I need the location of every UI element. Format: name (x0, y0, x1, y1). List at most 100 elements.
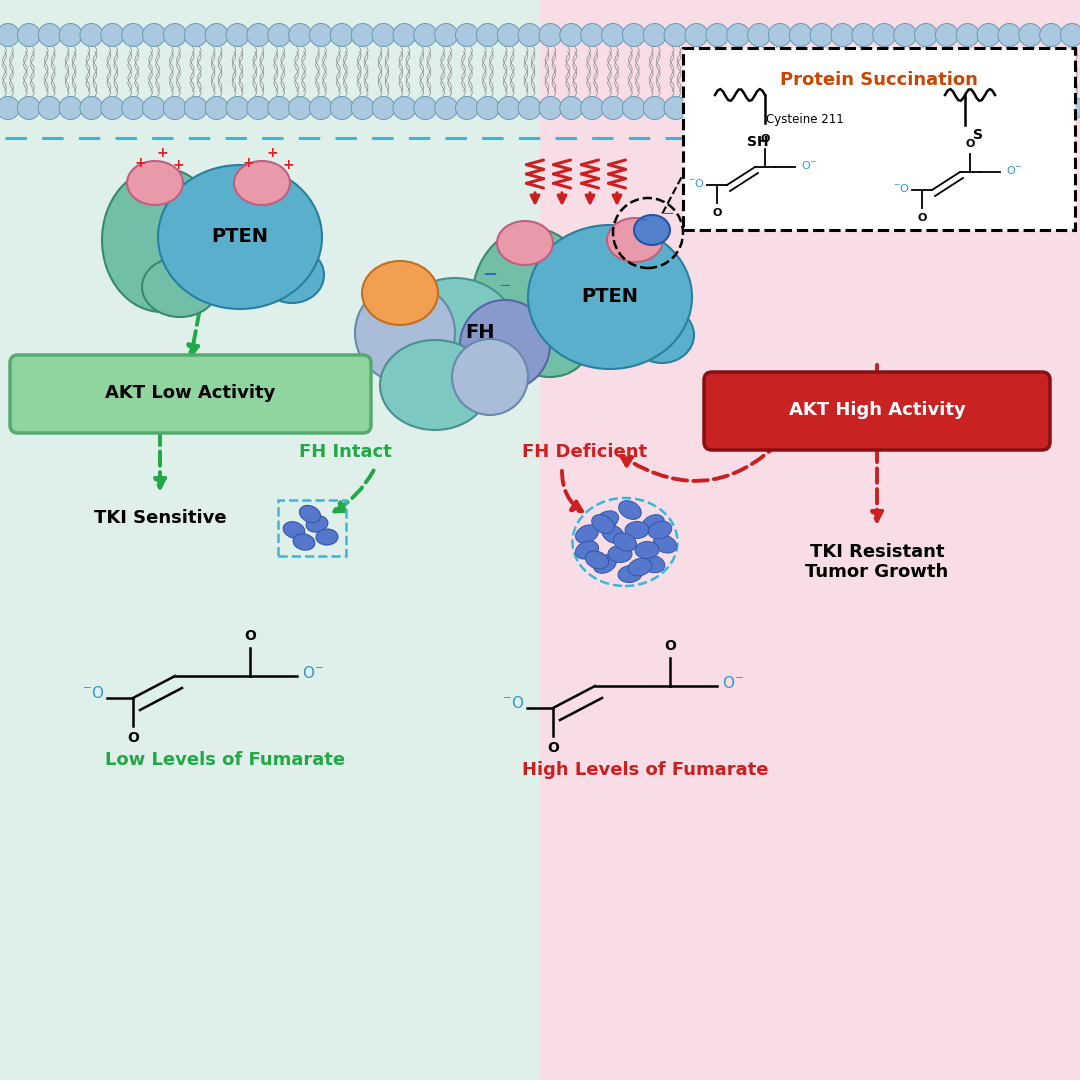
Circle shape (935, 24, 958, 46)
Text: O: O (966, 139, 974, 149)
Circle shape (559, 24, 583, 46)
Text: O$^{-}$: O$^{-}$ (1005, 164, 1023, 176)
Text: SH: SH (747, 135, 769, 149)
Bar (540, 0, 1080, 1080)
Circle shape (122, 24, 145, 46)
Circle shape (17, 24, 40, 46)
Circle shape (310, 96, 333, 120)
Circle shape (893, 24, 917, 46)
Circle shape (789, 96, 812, 120)
Circle shape (434, 24, 458, 46)
Circle shape (185, 96, 207, 120)
Ellipse shape (460, 300, 550, 390)
Circle shape (956, 96, 980, 120)
Circle shape (226, 96, 249, 120)
Circle shape (143, 24, 165, 46)
Circle shape (434, 96, 458, 120)
Ellipse shape (602, 525, 624, 543)
Circle shape (727, 24, 750, 46)
Circle shape (559, 96, 583, 120)
Circle shape (122, 96, 145, 120)
Circle shape (915, 24, 937, 46)
Ellipse shape (141, 257, 218, 318)
Ellipse shape (594, 555, 617, 573)
Circle shape (644, 96, 666, 120)
Circle shape (226, 24, 249, 46)
Ellipse shape (158, 165, 322, 309)
Circle shape (706, 96, 729, 120)
Text: +: + (134, 156, 146, 170)
Circle shape (414, 96, 436, 120)
Circle shape (497, 24, 521, 46)
Circle shape (1018, 96, 1042, 120)
Ellipse shape (453, 339, 528, 415)
Ellipse shape (576, 541, 598, 559)
Ellipse shape (260, 247, 324, 303)
Ellipse shape (585, 551, 609, 569)
Text: +: + (172, 158, 184, 172)
Circle shape (268, 24, 291, 46)
Ellipse shape (608, 545, 632, 563)
Text: +: + (242, 156, 254, 170)
Circle shape (581, 24, 604, 46)
Circle shape (769, 96, 792, 120)
Circle shape (622, 24, 646, 46)
Ellipse shape (630, 307, 694, 363)
Circle shape (476, 24, 499, 46)
Text: +: + (266, 146, 278, 160)
Text: S: S (973, 129, 983, 141)
Ellipse shape (642, 515, 664, 534)
Ellipse shape (642, 555, 665, 572)
Circle shape (268, 96, 291, 120)
Circle shape (664, 96, 687, 120)
Ellipse shape (102, 168, 222, 312)
Text: O$^{-}$: O$^{-}$ (302, 665, 324, 681)
Text: High Levels of Fumarate: High Levels of Fumarate (522, 761, 768, 779)
Text: −: − (483, 266, 498, 284)
Ellipse shape (607, 218, 663, 262)
Circle shape (893, 96, 917, 120)
Text: Protein Succination: Protein Succination (780, 71, 977, 89)
Circle shape (1040, 24, 1063, 46)
Circle shape (747, 96, 770, 120)
Circle shape (205, 96, 228, 120)
Circle shape (456, 96, 478, 120)
Circle shape (38, 24, 62, 46)
Circle shape (456, 24, 478, 46)
Ellipse shape (306, 516, 328, 532)
Circle shape (956, 24, 980, 46)
Circle shape (664, 24, 687, 46)
Text: O: O (127, 731, 139, 745)
Circle shape (0, 24, 19, 46)
Circle shape (330, 96, 353, 120)
Ellipse shape (234, 161, 291, 205)
Circle shape (0, 96, 19, 120)
Circle shape (852, 24, 875, 46)
Ellipse shape (653, 535, 676, 553)
Ellipse shape (362, 261, 438, 325)
Circle shape (915, 96, 937, 120)
Circle shape (977, 96, 1000, 120)
Ellipse shape (629, 558, 651, 576)
Ellipse shape (625, 522, 649, 539)
Circle shape (163, 24, 187, 46)
Circle shape (351, 96, 374, 120)
Circle shape (810, 24, 833, 46)
Text: $^{-}$O: $^{-}$O (82, 685, 105, 701)
Ellipse shape (613, 532, 636, 551)
Circle shape (998, 24, 1021, 46)
Text: AKT High Activity: AKT High Activity (788, 401, 966, 419)
Circle shape (810, 96, 833, 120)
Circle shape (100, 24, 124, 46)
Circle shape (685, 96, 708, 120)
Circle shape (143, 96, 165, 120)
Ellipse shape (497, 221, 553, 265)
Circle shape (602, 24, 624, 46)
Circle shape (1061, 24, 1080, 46)
Circle shape (852, 96, 875, 120)
Ellipse shape (380, 340, 490, 430)
Text: Low Levels of Fumarate: Low Levels of Fumarate (105, 751, 346, 769)
Ellipse shape (634, 215, 670, 245)
Circle shape (80, 24, 103, 46)
Circle shape (873, 24, 895, 46)
